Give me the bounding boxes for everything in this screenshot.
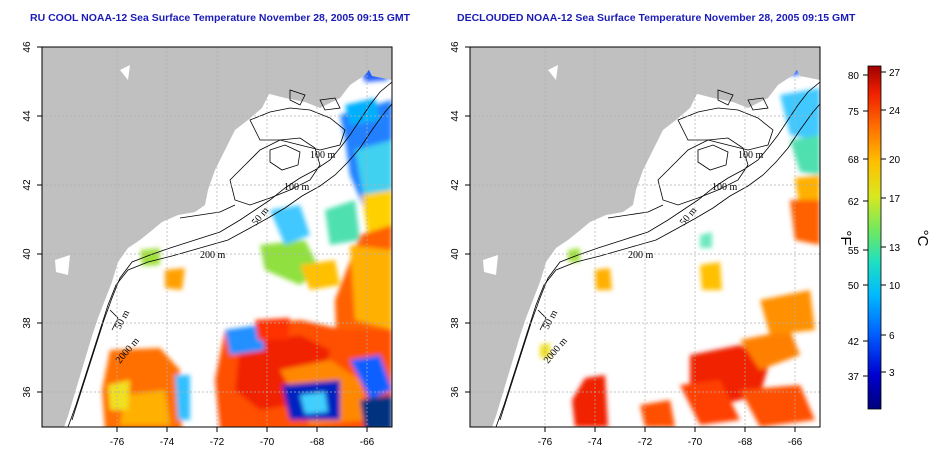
right-map-panel: 100 m 100 m 50 m 200 m 50 m 2000 m -76 -…: [450, 41, 821, 448]
right-lat-tick: 42: [450, 179, 461, 191]
left-cape-breton: [365, 58, 392, 80]
colorbar-c-tick: 27: [889, 68, 901, 79]
right-lon-tick: -66: [788, 437, 803, 448]
left-lon-tick: -68: [310, 437, 325, 448]
temperature-colorbar: 80 75 68 62 55 50 42 37 27 24 20 17 13 1…: [837, 65, 931, 410]
left-contour-label-100m-a: 100 m: [310, 150, 336, 161]
colorbar-f-tick: 80: [848, 71, 860, 82]
colorbar-c-tick: 17: [889, 194, 901, 205]
left-panel-title: RU COOL NOAA-12 Sea Surface Temperature …: [30, 12, 411, 24]
colorbar-c-tick: 6: [889, 331, 895, 342]
colorbar-f-tick: 42: [848, 337, 860, 348]
left-contour-label-100m-b: 100 m: [284, 182, 310, 193]
left-nova-scotia: [262, 86, 320, 102]
left-lat-tick: 40: [22, 248, 33, 260]
left-contour-label-200m: 200 m: [200, 250, 226, 261]
left-sst-field: [102, 60, 392, 427]
colorbar-f-tick: 68: [848, 155, 860, 166]
right-lat-tick: 40: [450, 248, 461, 260]
left-lat-tick: 38: [22, 317, 33, 329]
left-lon-tick: -70: [260, 437, 275, 448]
right-lon-tick: -68: [738, 437, 753, 448]
colorbar-c-tick: 24: [889, 106, 901, 117]
right-lon-tick: -74: [588, 437, 603, 448]
left-lat-tick: 44: [22, 110, 33, 122]
left-lat-tick: 46: [22, 41, 33, 53]
right-lon-tick: -76: [538, 437, 553, 448]
left-bathymetry-contours: [67, 81, 392, 427]
right-lon-tick: -72: [638, 437, 653, 448]
left-map-panel: 100 m 100 m 50 m 200 m 50 m 2000 m -76 -…: [22, 41, 393, 448]
right-panel-title: DECLOUDED NOAA-12 Sea Surface Temperatur…: [457, 12, 856, 24]
colorbar-c-tick: 13: [889, 243, 901, 254]
right-grid: [470, 47, 820, 427]
right-contour-label-100m-a: 100 m: [738, 150, 764, 161]
colorbar-celsius-unit: °C: [914, 230, 931, 247]
left-lat-tick: 36: [22, 386, 33, 398]
colorbar-gradient: [867, 65, 882, 410]
left-lon-tick: -74: [160, 437, 175, 448]
left-lon-tick: -72: [210, 437, 225, 448]
colorbar-c-tick: 20: [889, 155, 901, 166]
right-land-mass: [470, 47, 820, 427]
left-lon-tick: -76: [110, 437, 125, 448]
left-lat-tick: 42: [22, 179, 33, 191]
colorbar-f-tick: 55: [848, 246, 860, 257]
right-lon-tick: -70: [688, 437, 703, 448]
right-sst-field: [540, 62, 820, 427]
right-lat-tick: 36: [450, 386, 461, 398]
colorbar-fahrenheit-unit: °F: [837, 230, 854, 245]
right-contour-label-100m-b: 100 m: [712, 182, 738, 193]
left-grid: [42, 47, 392, 427]
right-contour-label-200m: 200 m: [628, 250, 654, 261]
right-cape-breton: [793, 58, 820, 80]
colorbar-f-tick: 50: [848, 281, 860, 292]
right-bathymetry-contours: [495, 81, 820, 427]
right-lat-tick: 38: [450, 317, 461, 329]
right-lat-tick: 44: [450, 110, 461, 122]
colorbar-c-tick: 3: [889, 368, 895, 379]
left-land-mass: [42, 47, 392, 427]
left-lon-tick: -66: [360, 437, 375, 448]
colorbar-f-tick: 75: [848, 107, 860, 118]
right-nova-scotia: [690, 86, 748, 102]
right-lat-tick: 46: [450, 41, 461, 53]
colorbar-c-tick: 10: [889, 281, 901, 292]
colorbar-f-tick: 37: [848, 372, 860, 383]
colorbar-f-tick: 62: [848, 197, 860, 208]
